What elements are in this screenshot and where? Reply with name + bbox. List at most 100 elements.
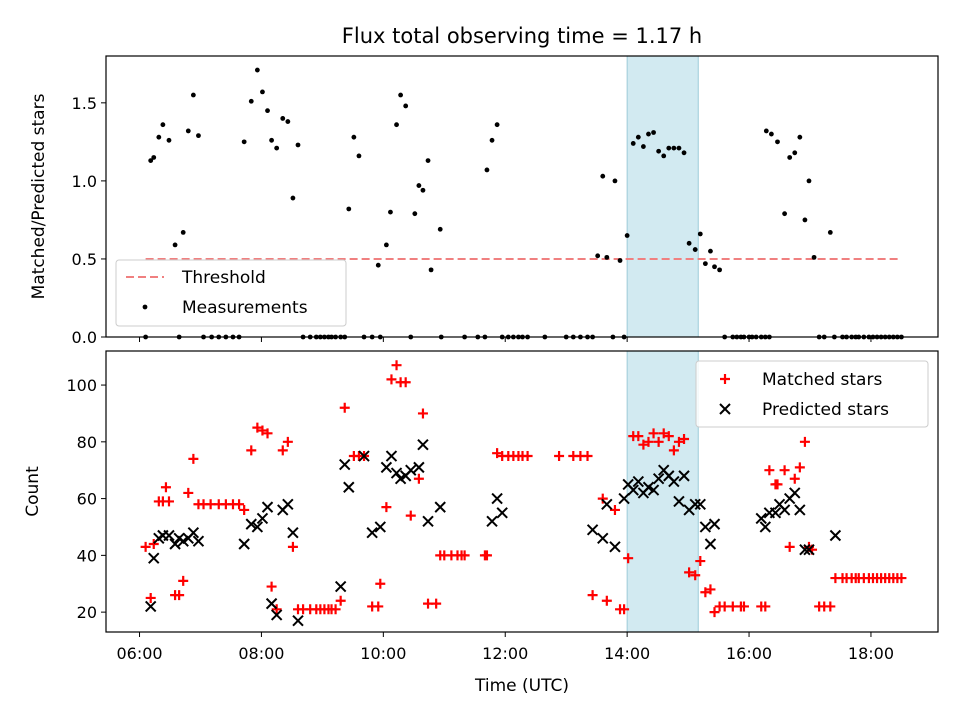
measurement-point <box>388 209 393 215</box>
measurement-point <box>185 128 191 134</box>
legend-entry-matched: Matched stars <box>762 370 882 390</box>
predicted-star-point <box>491 492 503 505</box>
measurement-point <box>692 247 698 252</box>
series-matched-stars <box>140 360 907 618</box>
x-tick-label: 14:00 <box>604 644 650 663</box>
predicted-star-point <box>627 484 639 496</box>
y-tick-label: 60 <box>77 490 97 509</box>
measurement-point <box>269 137 274 143</box>
measurement-point <box>624 233 630 238</box>
predicted-star-point <box>192 535 205 547</box>
predicted-star-point <box>586 524 599 536</box>
measurement-point <box>274 145 280 151</box>
y-tick-label: 1.0 <box>72 172 97 191</box>
predicted-star-point <box>755 512 767 525</box>
measurement-point <box>595 253 601 259</box>
series-predicted-stars <box>144 438 842 627</box>
measurement-point <box>787 155 793 160</box>
matched-star-point <box>522 451 533 462</box>
matched-star-point <box>163 496 174 507</box>
legend-predicted-swatch <box>719 403 731 415</box>
matched-star-point <box>282 436 293 447</box>
predicted-star-point <box>417 438 429 451</box>
measurement-point <box>394 122 399 128</box>
matched-star-point <box>825 601 836 612</box>
measurement-point <box>635 134 641 140</box>
measurement-point <box>676 145 682 151</box>
predicted-star-point <box>292 614 304 627</box>
x-tick-label: 10:00 <box>360 644 406 663</box>
predicted-star-point <box>261 501 274 513</box>
predicted-star-point <box>652 473 665 485</box>
y-axis-label: Count <box>23 466 43 517</box>
matched-star-point <box>653 436 664 447</box>
predicted-star-point <box>238 538 250 550</box>
predicted-star-point <box>413 461 425 474</box>
matched-star-point <box>709 607 720 618</box>
predicted-star-point <box>759 521 772 533</box>
measurement-point <box>656 148 662 154</box>
matched-star-point <box>178 575 189 586</box>
matched-star-point <box>789 473 800 484</box>
measurement-point <box>811 254 817 260</box>
matched-star-point <box>648 428 659 439</box>
predicted-star-point <box>169 538 181 550</box>
measurement-point <box>425 158 431 163</box>
measurement-point <box>295 142 301 148</box>
chart-title: Flux total observing time = 1.17 h <box>342 24 702 48</box>
measurement-point <box>254 67 260 73</box>
x-axis-label: Time (UTC) <box>474 676 569 696</box>
measurement-point <box>630 141 636 146</box>
matched-star-point <box>760 601 771 612</box>
measurement-point <box>666 145 672 151</box>
measurement-point <box>712 264 717 270</box>
matched-star-point <box>668 445 679 456</box>
measurement-point <box>651 130 656 135</box>
x-tick-label: 16:00 <box>726 644 772 663</box>
matched-star-point <box>400 377 411 388</box>
predicted-star-point <box>144 600 157 613</box>
matched-star-point <box>587 590 598 601</box>
x-tick-label: 18:00 <box>848 644 894 663</box>
measurement-point <box>489 137 495 143</box>
predicted-star-point <box>699 521 712 533</box>
legend-matched-swatch <box>720 374 730 384</box>
measurement-point <box>775 139 780 145</box>
measurement-point <box>375 262 381 268</box>
predicted-star-point <box>632 475 645 488</box>
predicted-star-point <box>799 543 811 556</box>
y-axis-label: Matched/Predicted stars <box>29 93 49 299</box>
predicted-star-point <box>287 526 299 539</box>
measurement-point <box>494 122 500 128</box>
matched-star-point <box>287 541 298 552</box>
measurement-point <box>166 137 172 143</box>
measurement-point <box>484 167 490 173</box>
predicted-star-point <box>704 538 717 550</box>
measurement-point <box>285 119 291 124</box>
predicted-star-point <box>668 475 680 488</box>
predicted-star-point <box>334 580 347 593</box>
matched-star-point <box>663 431 674 442</box>
measurement-point <box>612 178 618 184</box>
matched-star-point <box>690 570 701 581</box>
measurement-point <box>383 242 389 248</box>
legend-box <box>695 360 929 428</box>
matched-star-point <box>597 493 608 504</box>
matched-star-point <box>183 487 194 498</box>
measurement-point <box>702 261 708 267</box>
axes-frame <box>105 350 939 633</box>
measurement-point <box>792 150 798 156</box>
predicted-star-point <box>647 484 660 496</box>
matched-star-point <box>257 425 268 436</box>
predicted-star-point <box>434 501 446 513</box>
measurement-point <box>290 195 296 201</box>
measurement-point <box>180 230 186 235</box>
predicted-star-point <box>769 507 782 519</box>
bottom-panel: 20 40 60 80 100 06:00 08:00 10:00 12:00 14:00 16:0… <box>23 350 939 663</box>
measurement-point <box>416 183 422 188</box>
matched-star-point <box>554 451 565 462</box>
measurement-point <box>782 211 788 217</box>
matched-star-point <box>799 436 810 447</box>
predicted-star-point <box>829 529 842 542</box>
